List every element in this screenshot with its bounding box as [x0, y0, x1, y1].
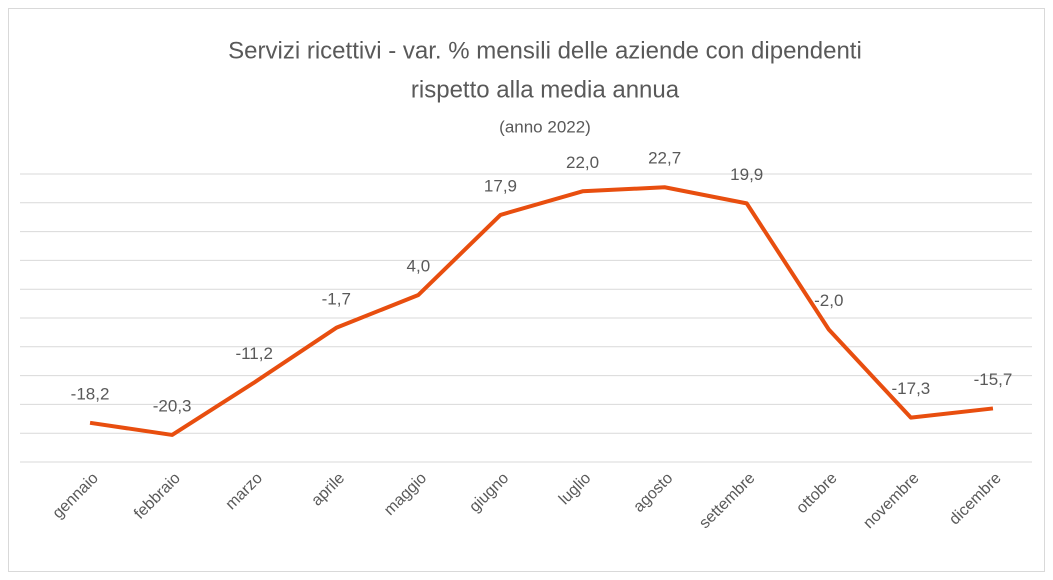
data-label: -2,0: [814, 291, 843, 310]
data-label: -17,3: [892, 379, 931, 398]
chart-subtitle: (anno 2022): [499, 117, 591, 136]
data-label: -11,2: [235, 344, 273, 363]
data-label: -1,7: [322, 289, 351, 308]
data-label: 4,0: [407, 256, 431, 275]
data-label: 17,9: [484, 176, 517, 195]
data-label: 22,7: [648, 149, 681, 168]
data-label: -15,7: [974, 370, 1013, 389]
data-label: -20,3: [153, 396, 192, 415]
data-label: -18,2: [71, 384, 110, 403]
line: [89, 185, 994, 437]
chart-frame: [8, 8, 1045, 572]
data-label: 22,0: [566, 153, 599, 172]
chart-title: Servizi ricettivi - var. % mensili delle…: [228, 37, 862, 64]
chart-title: rispetto alla media annua: [411, 76, 680, 103]
data-label: 19,9: [730, 165, 763, 184]
